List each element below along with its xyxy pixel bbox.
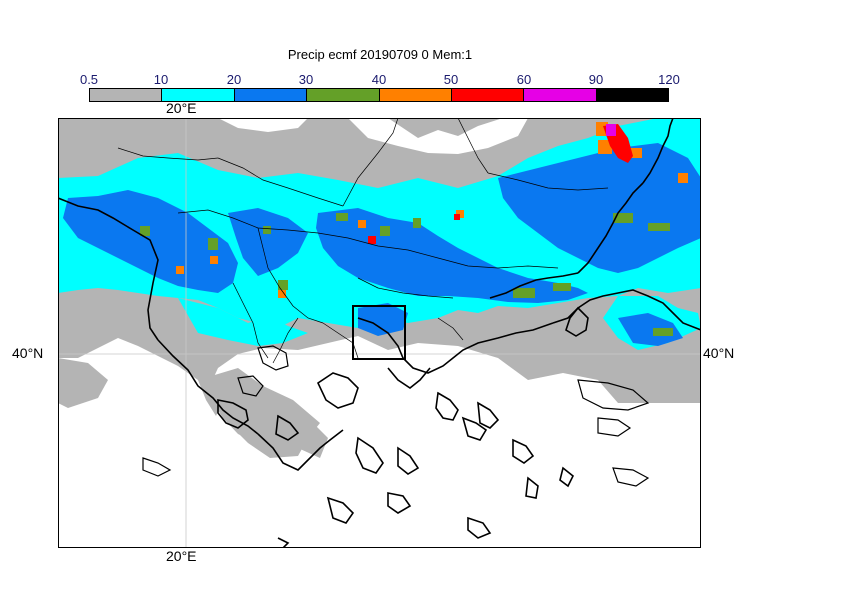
graticule [58, 118, 701, 548]
lat-label-right: 40°N [703, 345, 735, 361]
inland-water [142, 345, 650, 487]
legend-tick-labels: 0.5 10 20 30 40 50 60 90 120 [0, 72, 842, 88]
legend-bin [596, 89, 668, 101]
legend-bin [451, 89, 525, 101]
lon-label-bottom: 20°E [166, 548, 197, 564]
legend-bin [90, 89, 163, 101]
legend-bin [379, 89, 452, 101]
legend-tick: 50 [443, 72, 459, 87]
precip-green-region [140, 213, 673, 336]
precip-magenta-region [606, 124, 616, 136]
legend-tick: 30 [298, 72, 314, 87]
legend-tick: 0.5 [79, 72, 99, 87]
lon-label-top: 20°E [166, 100, 197, 116]
legend-tick: 20 [226, 72, 242, 87]
legend-bin [234, 89, 308, 101]
chart-title: Precip ecmf 20190709 0 Mem:1 [287, 47, 473, 62]
legend-tick: 120 [658, 72, 680, 87]
legend-bin [162, 89, 235, 101]
legend-bin [307, 89, 380, 101]
legend-tick: 60 [516, 72, 532, 87]
legend-tick: 40 [371, 72, 387, 87]
precip-orange-region [176, 122, 688, 298]
coastlines [58, 118, 701, 548]
legend-colorbar [89, 88, 669, 102]
lat-label-left: 40°N [12, 345, 44, 361]
focus-box [352, 305, 406, 360]
country-borders [117, 118, 609, 364]
legend-tick: 10 [153, 72, 169, 87]
legend-bin [524, 89, 597, 101]
legend-tick: 90 [588, 72, 604, 87]
precip-map [58, 118, 701, 548]
no-precip-patches [58, 118, 528, 488]
map-border [58, 118, 701, 548]
